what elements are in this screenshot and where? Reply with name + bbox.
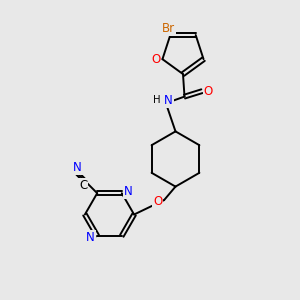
Text: O: O xyxy=(204,85,213,98)
Text: C: C xyxy=(79,178,87,192)
Text: O: O xyxy=(153,195,162,208)
Text: H: H xyxy=(153,95,161,105)
Text: N: N xyxy=(73,161,82,174)
Text: N: N xyxy=(124,185,133,198)
Text: N: N xyxy=(164,94,173,107)
Text: Br: Br xyxy=(162,22,176,35)
Text: N: N xyxy=(86,231,95,244)
Text: O: O xyxy=(151,53,160,66)
